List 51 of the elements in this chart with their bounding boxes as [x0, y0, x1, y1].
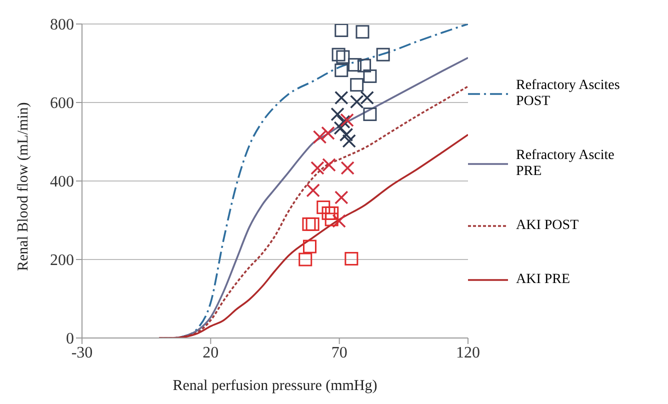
point — [356, 25, 370, 39]
y-tick-label: 400 — [50, 174, 74, 191]
point — [312, 130, 327, 144]
legend-label: Refractory Ascites POST — [516, 78, 621, 110]
point — [302, 217, 316, 231]
point — [350, 78, 364, 92]
point — [336, 114, 350, 129]
point — [324, 212, 338, 226]
point — [342, 134, 356, 148]
point — [360, 90, 374, 105]
y-axis-title: Renal Blood flow (mL/min) — [15, 102, 32, 271]
x-tick-label: -30 — [71, 344, 93, 362]
point — [336, 50, 350, 64]
point — [358, 58, 372, 72]
y-tick-label: 600 — [50, 95, 74, 112]
point — [332, 214, 346, 228]
x-tick-label: 20 — [202, 344, 219, 362]
line-series — [158, 134, 468, 338]
point — [334, 90, 348, 105]
point — [334, 24, 348, 38]
point — [325, 206, 339, 220]
point — [332, 48, 346, 62]
point — [302, 240, 316, 254]
legend-label: AKI POST — [516, 218, 580, 234]
y-tick-label: 0 — [66, 330, 74, 348]
x-axis-title: Renal perfusion pressure (mmHg) — [172, 378, 378, 394]
point — [334, 121, 348, 135]
point — [348, 58, 362, 72]
legend-label: AKI PRE — [516, 272, 572, 288]
point — [306, 217, 320, 231]
point — [339, 128, 354, 142]
x-tick-label: 120 — [456, 344, 480, 362]
x-tick-label: 70 — [331, 344, 348, 362]
point — [334, 64, 348, 78]
legend-label: Refractory Ascite PRE — [516, 148, 616, 180]
y-tick-label: 200 — [50, 252, 74, 270]
point — [344, 252, 358, 266]
point — [376, 48, 390, 62]
point — [340, 113, 354, 128]
point — [350, 94, 364, 109]
point — [363, 108, 377, 122]
point — [322, 206, 336, 220]
point — [340, 161, 354, 175]
point — [330, 107, 344, 122]
point — [298, 252, 312, 266]
y-tick-label: 800 — [50, 16, 74, 34]
point — [363, 69, 377, 83]
point — [321, 126, 335, 140]
point — [306, 184, 320, 198]
point — [334, 190, 348, 204]
point — [316, 200, 330, 214]
